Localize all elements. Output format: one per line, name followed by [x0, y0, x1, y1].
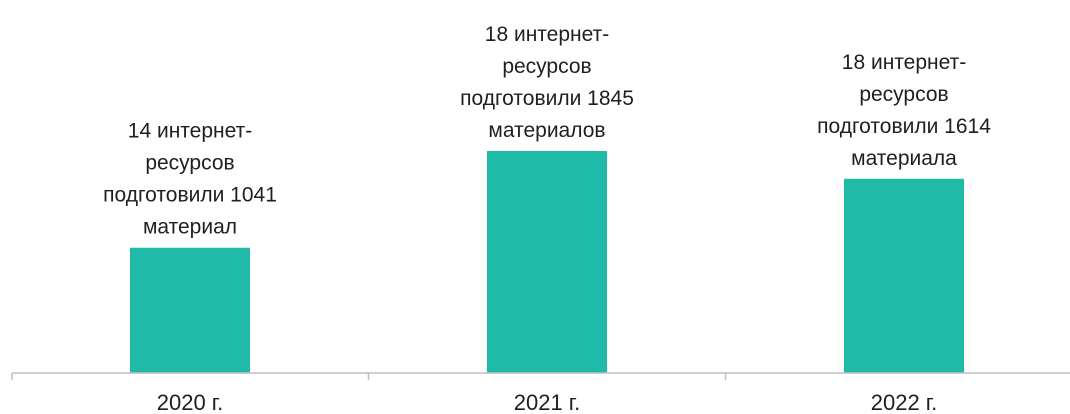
data-label-2: 18 интернет-ресурсов подготовили 1845 мате…: [460, 23, 634, 142]
data-label-line: 18 интернет-: [485, 23, 609, 46]
data-label-line: ресурсов: [502, 55, 591, 78]
data-label-line: материала: [851, 147, 957, 170]
data-labels-layer: 14 интернет-ресурсов подготовили 1041 мате…: [103, 23, 991, 239]
bar-3: [844, 178, 964, 373]
data-label-line: 18 интернет-: [842, 51, 966, 74]
x-axis: [11, 372, 1070, 380]
data-label-line: 14 интернет-: [128, 120, 252, 143]
bars-layer: [130, 151, 964, 373]
data-label-line: ресурсов: [145, 152, 234, 175]
x-tick-label-2: 2021 г.: [514, 390, 581, 414]
data-label-line: подготовили 1845: [460, 87, 634, 110]
bar-1: [130, 247, 250, 373]
data-label-1: 14 интернет-ресурсов подготовили 1041 мате…: [103, 120, 277, 239]
data-label-line: ресурсов: [859, 83, 948, 106]
x-tick-label-1: 2020 г.: [157, 390, 224, 414]
data-label-3: 18 интернет-ресурсов подготовили 1614 мате…: [817, 51, 991, 170]
x-tick-label-3: 2022 г.: [871, 390, 938, 414]
x-tick-labels-layer: 2020 г. 2021 г. 2022 г.: [157, 390, 938, 414]
data-label-line: подготовили 1041: [103, 184, 277, 207]
data-label-line: материал: [143, 216, 237, 239]
data-label-line: материалов: [488, 119, 605, 142]
bar-2: [487, 151, 607, 373]
data-label-line: подготовили 1614: [817, 115, 991, 138]
